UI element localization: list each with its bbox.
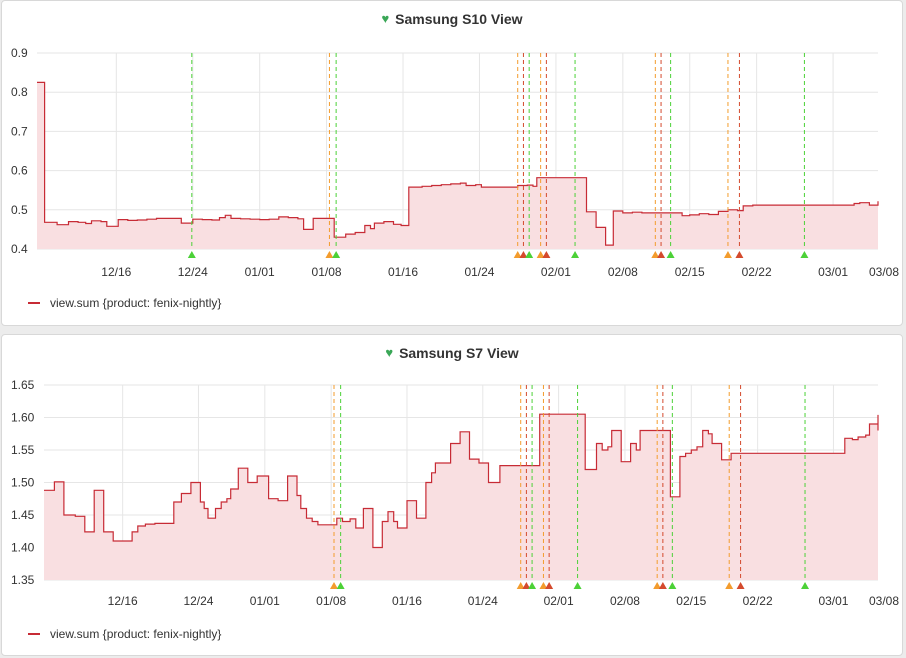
annotation-marker (668, 582, 677, 589)
heart-icon: ♥ (381, 11, 390, 26)
x-tick-label: 02/08 (610, 594, 640, 608)
x-tick-label: 01/16 (388, 265, 418, 279)
x-tick-label: 02/08 (608, 265, 638, 279)
y-tick-label: 0.4 (11, 242, 28, 256)
x-tick-label: 03/08 (869, 594, 899, 608)
x-tick-label: 01/08 (312, 265, 342, 279)
x-tick-label: 02/15 (675, 265, 705, 279)
y-tick-label: 1.55 (11, 443, 35, 457)
annotation-marker (330, 582, 339, 589)
chart-plot-s10[interactable]: 0.4 0.5 0.6 0.7 0.8 0.9 12/16 12/24 01/01 01/08 01… (2, 1, 902, 281)
x-tick-label: 02/22 (742, 265, 772, 279)
y-tick-label: 0.9 (11, 46, 28, 60)
x-tick-label: 02/15 (676, 594, 706, 608)
y-tick-label: 0.6 (11, 164, 28, 178)
annotation-marker (725, 582, 734, 589)
x-tick-label: 03/08 (869, 265, 899, 279)
annotation-marker (325, 251, 334, 258)
x-tick-label: 12/16 (101, 265, 131, 279)
annotation-marker (801, 582, 810, 589)
x-tick-label: 01/16 (392, 594, 422, 608)
annotation-marker (528, 582, 537, 589)
annotation-marker (336, 582, 345, 589)
y-tick-label: 0.5 (11, 203, 28, 217)
annotation-marker (187, 251, 196, 258)
chart-legend[interactable]: view.sum {product: fenix-nightly} (28, 296, 221, 310)
x-tick-label: 01/01 (250, 594, 280, 608)
panel-title: ♥ Samsung S10 View (2, 11, 902, 27)
x-tick-label: 12/16 (108, 594, 138, 608)
x-tick-label: 01/24 (468, 594, 498, 608)
annotation-marker (332, 251, 341, 258)
annotation-marker (735, 251, 744, 258)
chart-panel-s10: ♥ Samsung S10 View 0.4 0.5 0.6 0.7 0.8 0.9 12/1… (1, 0, 903, 326)
y-tick-label: 1.40 (11, 541, 35, 555)
annotation-marker (573, 582, 582, 589)
annotation-marker (536, 251, 545, 258)
annotation-marker (651, 251, 660, 258)
y-tick-label: 1.45 (11, 508, 35, 522)
legend-swatch (28, 302, 40, 304)
x-tick-label: 01/08 (316, 594, 346, 608)
series-area (44, 414, 878, 580)
y-tick-label: 1.60 (11, 411, 35, 425)
y-tick-label: 1.65 (11, 378, 35, 392)
series-area (37, 82, 878, 250)
x-tick-label: 01/24 (464, 265, 494, 279)
annotation-marker (539, 582, 548, 589)
x-tick-label: 02/01 (541, 265, 571, 279)
legend-label: view.sum {product: fenix-nightly} (50, 296, 222, 310)
annotation-marker (516, 582, 525, 589)
annotation-marker (519, 251, 528, 258)
annotation-marker (525, 251, 534, 258)
annotation-marker (513, 251, 522, 258)
chart-plot-s7[interactable]: 1.35 1.40 1.45 1.50 1.55 1.60 1.65 12/16 12/24 01… (2, 335, 902, 615)
legend-swatch (28, 633, 40, 635)
annotation-marker (653, 582, 662, 589)
annotation-marker (666, 251, 675, 258)
x-tick-label: 01/01 (245, 265, 275, 279)
x-tick-label: 03/01 (818, 265, 848, 279)
annotation-marker (736, 582, 745, 589)
annotation-marker (542, 251, 551, 258)
legend-label: view.sum {product: fenix-nightly} (50, 627, 222, 641)
x-tick-label: 03/01 (818, 594, 848, 608)
annotation-marker (658, 582, 667, 589)
chart-title: Samsung S10 View (395, 11, 523, 27)
annotation-marker (800, 251, 809, 258)
y-tick-label: 1.50 (11, 476, 35, 490)
y-tick-label: 0.8 (11, 85, 28, 99)
annotation-marker (723, 251, 732, 258)
annotation-marker (545, 582, 554, 589)
series-line (37, 81, 879, 246)
x-tick-label: 12/24 (183, 594, 213, 608)
chart-title: Samsung S7 View (399, 345, 519, 361)
series-line (44, 413, 879, 549)
y-tick-label: 0.7 (11, 124, 28, 138)
chart-panel-s7: ♥ Samsung S7 View 1.35 1.40 1.45 1.50 1.55 1.6… (1, 334, 903, 656)
annotation-marker (571, 251, 580, 258)
y-tick-label: 1.35 (11, 573, 35, 587)
panel-title: ♥ Samsung S7 View (2, 345, 902, 361)
heart-icon: ♥ (385, 345, 394, 360)
x-tick-label: 02/22 (743, 594, 773, 608)
annotation-marker (657, 251, 666, 258)
chart-legend[interactable]: view.sum {product: fenix-nightly} (28, 627, 221, 641)
x-tick-label: 02/01 (544, 594, 574, 608)
annotation-marker (522, 582, 531, 589)
x-tick-label: 12/24 (178, 265, 208, 279)
